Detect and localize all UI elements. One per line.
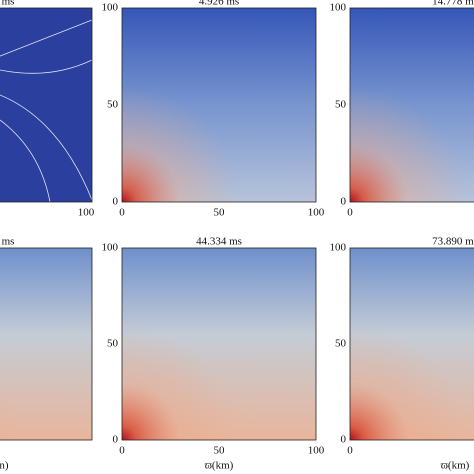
y-tick-label: 50 xyxy=(107,99,119,111)
x-tick-label: 100 xyxy=(78,207,95,219)
plot-frame xyxy=(121,247,317,441)
contour-line xyxy=(0,19,93,57)
x-axis-label: ϖ(km) xyxy=(205,460,234,472)
panel-title: ms xyxy=(2,236,15,248)
panel-title: 44.334 ms xyxy=(196,236,242,248)
plot-frame xyxy=(349,7,474,203)
panel-title: 14.778 ms xyxy=(432,0,474,8)
contour-line xyxy=(0,94,93,201)
y-tick-label: 100 xyxy=(102,2,119,14)
plot-frame xyxy=(0,7,93,203)
panel-title: 4.926 ms xyxy=(199,0,239,8)
panel-title: ms xyxy=(2,0,15,8)
y-tick-label: 50 xyxy=(107,338,119,350)
x-axis-label: ϖ(km) xyxy=(441,460,470,472)
plot-frame xyxy=(121,7,317,203)
hot-core xyxy=(122,8,316,202)
x-tick-label: 0 xyxy=(347,207,353,219)
hot-core xyxy=(0,248,92,440)
y-tick-label: 0 xyxy=(341,196,347,208)
y-tick-label: 0 xyxy=(341,434,347,446)
x-tick-label: 100 xyxy=(308,445,325,457)
heatmap xyxy=(0,8,92,202)
x-tick-label: 50 xyxy=(214,207,226,219)
contour-line xyxy=(0,119,51,203)
plot-frame xyxy=(349,247,474,441)
x-tick-label: 0 xyxy=(347,445,353,457)
y-tick-label: 100 xyxy=(102,242,119,254)
x-tick-label: 100 xyxy=(308,207,325,219)
y-tick-label: 100 xyxy=(330,2,347,14)
contour-line xyxy=(0,59,93,74)
hot-core xyxy=(350,248,474,440)
hot-core xyxy=(122,248,316,440)
y-tick-label: 100 xyxy=(330,242,347,254)
plot-frame xyxy=(0,247,93,441)
y-tick-label: 50 xyxy=(335,99,347,111)
x-axis-label: n) xyxy=(0,460,9,472)
hot-core xyxy=(350,8,474,202)
x-tick-label: 0 xyxy=(119,207,125,219)
x-tick-label: 50 xyxy=(214,445,226,457)
x-tick-label: 0 xyxy=(119,445,125,457)
y-tick-label: 0 xyxy=(113,196,119,208)
y-tick-label: 50 xyxy=(335,338,347,350)
y-tick-label: 0 xyxy=(113,434,119,446)
panel-title: 73.890 ms xyxy=(432,236,474,248)
